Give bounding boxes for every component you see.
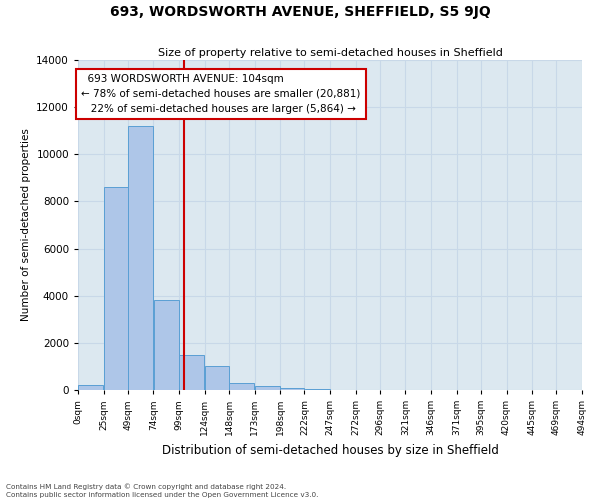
Bar (229, 383, 254, 390)
Bar (104, 188, 128, 390)
X-axis label: Distribution of semi-detached houses by size in Sheffield: Distribution of semi-detached houses by … (161, 444, 499, 456)
Bar (280, 388, 304, 390)
Y-axis label: Number of semi-detached properties: Number of semi-detached properties (20, 128, 31, 322)
Bar (154, 300, 179, 390)
Bar (205, 366, 229, 390)
Bar (254, 386, 280, 390)
Bar (179, 354, 205, 390)
Text: Contains HM Land Registry data © Crown copyright and database right 2024.
Contai: Contains HM Land Registry data © Crown c… (6, 484, 319, 498)
Title: Size of property relative to semi-detached houses in Sheffield: Size of property relative to semi-detach… (158, 48, 502, 58)
Text: 693 WORDSWORTH AVENUE: 104sqm
← 78% of semi-detached houses are smaller (20,881): 693 WORDSWORTH AVENUE: 104sqm ← 78% of s… (81, 74, 361, 114)
Text: 693, WORDSWORTH AVENUE, SHEFFIELD, S5 9JQ: 693, WORDSWORTH AVENUE, SHEFFIELD, S5 9J… (110, 5, 490, 19)
Bar (128, 126, 154, 390)
Bar (78, 386, 103, 390)
